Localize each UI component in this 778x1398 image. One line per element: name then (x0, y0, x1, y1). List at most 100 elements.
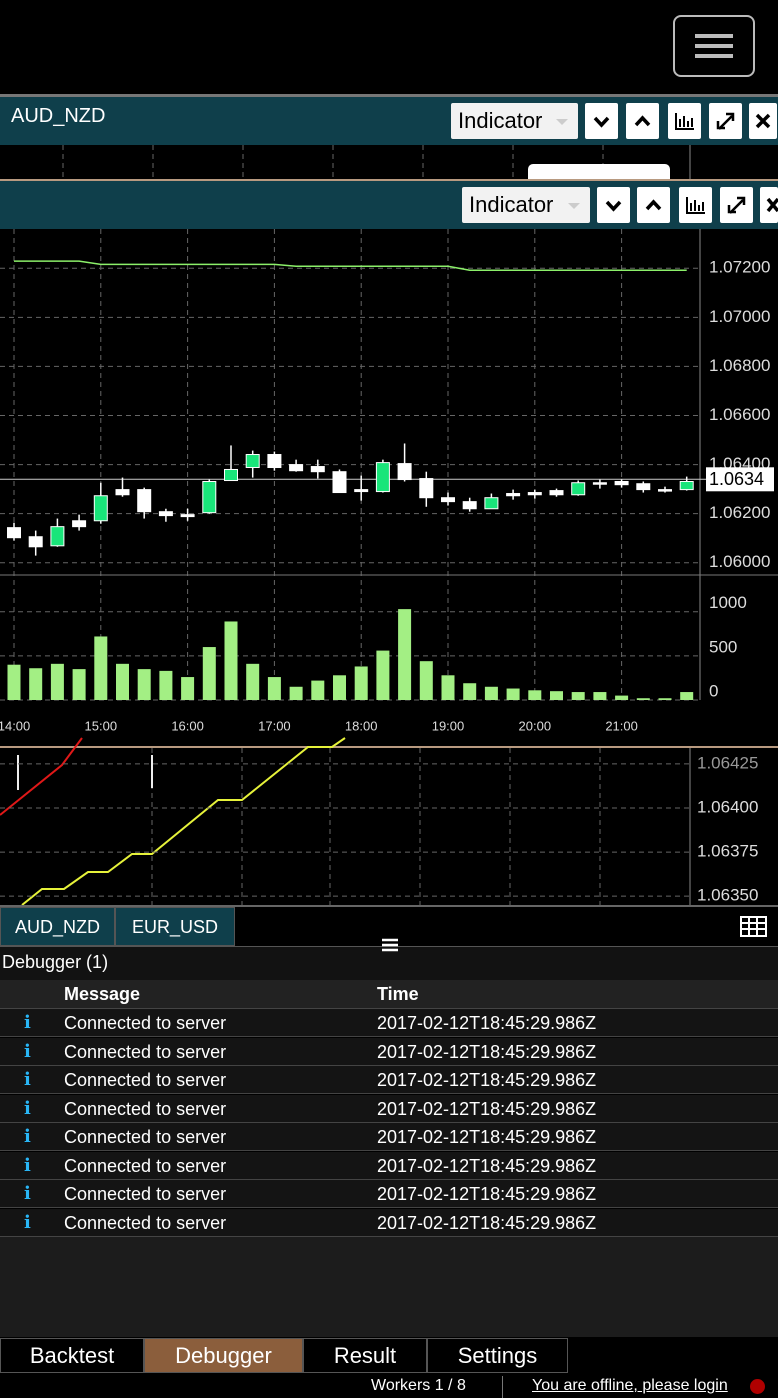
down-button[interactable] (597, 187, 630, 223)
expand-button[interactable] (709, 103, 742, 139)
volume-bar (72, 669, 86, 700)
volume-bar (7, 664, 21, 700)
y-tick-label: 1.06800 (709, 356, 770, 375)
candle-body (7, 527, 21, 539)
y-tick-label: 500 (709, 637, 737, 656)
candle-body (419, 478, 434, 499)
volume-bar (484, 686, 498, 700)
volume-bar (94, 636, 108, 700)
log-message: Connected to server (64, 1098, 227, 1119)
y-tick-label: 1.07000 (709, 307, 770, 326)
candle-body (202, 481, 217, 514)
candle-body (375, 462, 390, 493)
log-time: 2017-02-12T18:45:29.986Z (377, 1127, 597, 1147)
indicator-label: Indicator (458, 108, 543, 133)
volume-bar (615, 695, 629, 700)
candle-body (636, 483, 651, 491)
y-tick-label: 1.06000 (709, 552, 770, 571)
info-icon: 𝐢 (24, 1069, 31, 1090)
volume-bar (593, 692, 607, 700)
volume-bar (202, 647, 216, 700)
y-tick-label: 1.06350 (697, 886, 758, 905)
candle-body (571, 482, 586, 496)
volume-bar (116, 663, 129, 700)
grid-icon[interactable] (740, 916, 767, 937)
candle-body (28, 536, 43, 548)
volume-bar (289, 686, 303, 700)
candle-body (115, 489, 130, 496)
workers-status: Workers 1 / 8 (371, 1377, 466, 1394)
candle-body (72, 520, 87, 528)
log-time: 2017-02-12T18:45:29.986Z (377, 1155, 597, 1176)
panel-header: Indicator (0, 181, 778, 229)
log-row: 𝐢 Connected to server 2017-02-12T18:45:29.… (0, 1208, 778, 1237)
info-icon: 𝐢 (24, 1154, 31, 1176)
down-button[interactable] (585, 103, 618, 139)
login-link[interactable]: You are offline, please login (532, 1377, 728, 1394)
volume-bar (29, 668, 43, 700)
status-bar: Workers 1 / 8 You are offline, please lo… (0, 1374, 778, 1398)
volume-bar (571, 692, 585, 700)
bottom-tab[interactable]: Backtest (0, 1338, 144, 1373)
indicator-select[interactable]: Indicator (451, 103, 578, 139)
chart-button[interactable] (668, 103, 701, 139)
log-time: 2017-02-12T18:45:29.986Z (377, 1013, 597, 1033)
column-header: Time (377, 984, 419, 1004)
log-row: 𝐢 Connected to server 2017-02-12T18:45:29.… (0, 1180, 778, 1208)
offline-indicator (750, 1379, 765, 1394)
candle-body (50, 526, 65, 547)
log-message: Connected to server (64, 1127, 227, 1147)
log-time: 2017-02-12T18:45:29.986Z (377, 1098, 597, 1119)
close-button[interactable] (749, 103, 777, 139)
bottom-tab[interactable]: Result (303, 1338, 427, 1373)
symbol-tab[interactable]: AUD_NZD (0, 907, 115, 946)
volume-bar (550, 691, 563, 700)
x-tick-label: 17:00 (258, 718, 291, 733)
candle-body (354, 489, 369, 493)
x-tick-label: 21:00 (605, 718, 638, 733)
candle-body (592, 482, 607, 485)
up-button[interactable] (637, 187, 670, 223)
symbol-tab[interactable]: EUR_USD (115, 907, 235, 946)
candle-body (527, 492, 542, 496)
symbol-title: AUD_NZD (11, 105, 106, 127)
volume-bar (333, 675, 346, 700)
x-tick-label: 16:00 (171, 718, 204, 733)
volume-bar (528, 690, 542, 700)
log-message: Connected to server (64, 1212, 227, 1233)
chart: 1.06750 1.060001.062001.064001.066001.06… (0, 145, 778, 905)
log-row: 𝐢 Connected to server 2017-02-12T18:45:29.… (0, 1037, 778, 1066)
candle-body (462, 501, 477, 510)
close-button[interactable] (760, 187, 778, 223)
volume-bar (680, 692, 694, 700)
log-row: 𝐢 Connected to server 2017-02-12T18:45:29.… (0, 1151, 778, 1180)
info-icon: 𝐢 (24, 1126, 31, 1147)
indicator-label: Indicator (469, 192, 554, 217)
bottom-tab[interactable]: Settings (427, 1338, 568, 1373)
candle-body (310, 466, 325, 473)
table-header: Message Time (0, 980, 778, 1009)
candle-body (158, 511, 173, 517)
volume-bar (419, 661, 433, 700)
volume-bar (463, 683, 477, 700)
info-icon: 𝐢 (24, 1097, 31, 1119)
info-icon: 𝐢 (24, 1040, 31, 1062)
log-message: Connected to server (64, 1041, 227, 1062)
y-tick-label: 1.06600 (709, 405, 770, 424)
panel-header: AUD_NZD Indicator (0, 97, 778, 145)
ma-line (14, 260, 687, 271)
bottom-tab[interactable]: Debugger (144, 1338, 303, 1373)
log-row: 𝐢 Connected to server 2017-02-12T18:45:29.… (0, 1094, 778, 1123)
chart-button[interactable] (679, 187, 712, 223)
log-message: Connected to server (64, 1013, 227, 1033)
log-row: 𝐢 Connected to server 2017-02-12T18:45:29.… (0, 1066, 778, 1094)
up-button[interactable] (626, 103, 659, 139)
menu-button[interactable] (673, 15, 755, 77)
volume-bar (376, 650, 390, 700)
x-tick-label: 18:00 (345, 718, 378, 733)
indicator-select[interactable]: Indicator (462, 187, 590, 223)
drag-handle[interactable] (382, 938, 398, 952)
expand-button[interactable] (720, 187, 753, 223)
debugger-header: Debugger (1) (0, 947, 778, 980)
x-tick-label: 19:00 (432, 718, 465, 733)
